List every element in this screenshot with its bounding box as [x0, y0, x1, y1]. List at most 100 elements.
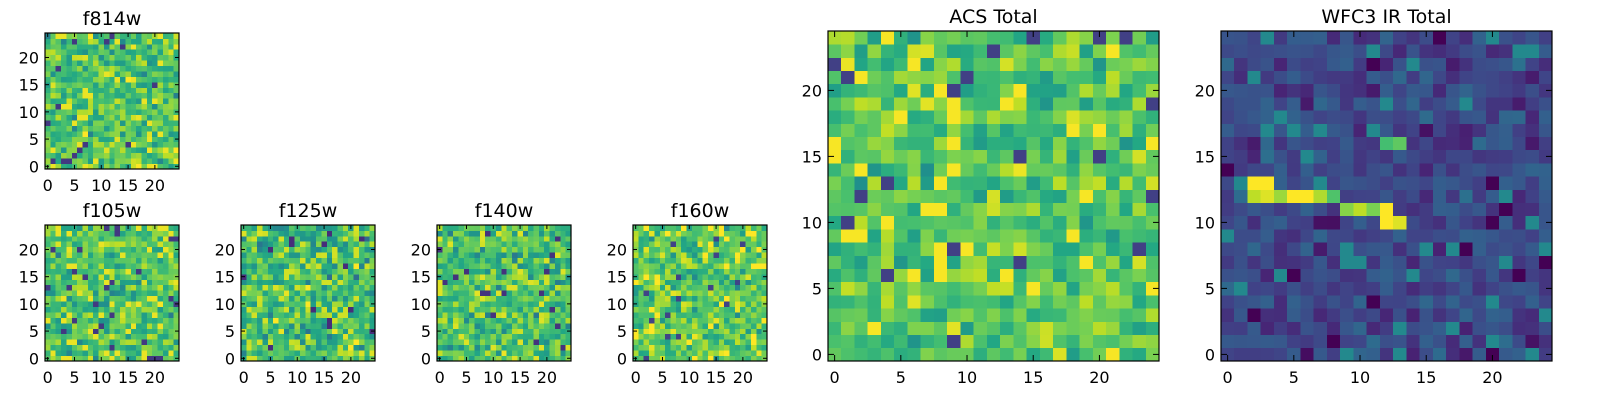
heatmap-cell — [82, 136, 89, 143]
heatmap-cell — [485, 339, 491, 346]
heatmap-cell — [1234, 163, 1248, 177]
heatmap-cell — [82, 65, 89, 72]
heatmap-cell — [61, 125, 67, 132]
heatmap-cell — [130, 301, 137, 307]
heatmap-cell — [136, 92, 142, 99]
heatmap-cell — [633, 339, 639, 346]
heatmap-cell — [1132, 123, 1147, 137]
heatmap-cell — [512, 328, 518, 335]
heatmap-cell — [750, 306, 757, 313]
heatmap-cell — [120, 147, 126, 154]
heatmap-cell — [109, 328, 116, 335]
heatmap-cell — [1313, 215, 1328, 230]
heatmap-cell — [1485, 176, 1500, 190]
heatmap-cell — [141, 120, 148, 126]
heatmap-cell — [141, 312, 148, 318]
heatmap-cell — [533, 333, 540, 340]
heatmap-cell — [353, 263, 360, 269]
heatmap-cell — [1340, 136, 1354, 151]
heatmap-cell — [114, 301, 121, 307]
heatmap-cell — [50, 268, 57, 275]
heatmap-cell — [638, 295, 645, 302]
heatmap-cell — [1313, 321, 1328, 335]
heatmap-cell — [294, 268, 301, 275]
heatmap-cell — [907, 110, 922, 124]
heatmap-cell — [358, 317, 365, 324]
heatmap-cell — [364, 295, 371, 302]
heatmap-cell — [549, 230, 556, 237]
heatmap-cell — [1379, 70, 1394, 85]
heatmap-cell — [1273, 57, 1288, 71]
heatmap-cell — [136, 246, 142, 253]
heatmap-cell — [1260, 242, 1275, 256]
y-tick-label: 0 — [421, 349, 431, 368]
heatmap-cell — [986, 334, 1001, 349]
heatmap-cell — [316, 290, 322, 297]
heatmap-cell — [1132, 215, 1147, 230]
heatmap-cell — [1066, 149, 1080, 164]
heatmap-cell — [1079, 44, 1094, 58]
heatmap-cell — [463, 295, 470, 302]
heatmap-cell — [1499, 136, 1513, 151]
heatmap-cell — [538, 252, 545, 259]
heatmap-cell — [522, 241, 529, 248]
heatmap-cell — [71, 98, 78, 105]
heatmap-cell — [98, 273, 105, 280]
heatmap-cell — [130, 246, 137, 253]
heatmap-cell — [734, 263, 741, 269]
heatmap-cell — [103, 317, 110, 324]
heatmap-cell — [146, 312, 153, 318]
heatmap-cell — [173, 339, 180, 346]
heatmap-cell — [1406, 123, 1420, 137]
heatmap-cell — [665, 235, 671, 242]
heatmap-cell — [867, 57, 882, 71]
heatmap-cell — [1366, 136, 1381, 151]
heatmap-cell — [168, 279, 175, 286]
heatmap-cell — [729, 328, 736, 335]
heatmap-cell — [708, 235, 714, 242]
heatmap-cell — [1340, 268, 1354, 283]
heatmap-cell — [1340, 295, 1354, 309]
heatmap-cell — [82, 98, 89, 105]
heatmap-cell — [947, 255, 961, 269]
heatmap-cell — [691, 257, 698, 264]
heatmap-cell — [643, 241, 650, 248]
heatmap-cell — [665, 339, 671, 346]
heatmap-cell — [55, 339, 62, 346]
heatmap-cell — [713, 290, 720, 297]
heatmap-cell — [841, 83, 855, 98]
heatmap-cell — [1472, 255, 1487, 269]
heatmap-cell — [1287, 136, 1301, 151]
heatmap-cell — [348, 312, 354, 318]
heatmap-cell — [1353, 189, 1368, 203]
heatmap-cell — [841, 215, 855, 230]
heatmap-cell — [1287, 347, 1301, 362]
heatmap-cell — [348, 284, 354, 291]
heatmap-cell — [125, 241, 132, 248]
heatmap-cell — [369, 322, 376, 329]
heatmap-cell — [146, 158, 153, 164]
heatmap-cell — [50, 279, 57, 286]
heatmap-cell — [702, 246, 709, 253]
heatmap-cell — [1326, 215, 1341, 230]
heatmap-cell — [251, 252, 258, 259]
heatmap-cell — [490, 301, 497, 307]
heatmap-cell — [1119, 83, 1133, 98]
heatmap-cell — [665, 246, 671, 253]
heatmap-cell — [1273, 149, 1288, 164]
heatmap-cell — [1066, 229, 1080, 243]
heatmap-cell — [745, 328, 752, 335]
heatmap-cell — [1485, 229, 1500, 243]
heatmap-cell — [321, 317, 328, 324]
heatmap-cell — [528, 246, 534, 253]
heatmap-cell — [512, 344, 518, 351]
heatmap-cell — [93, 147, 99, 154]
heatmap-cell — [565, 339, 572, 346]
heatmap-cell — [458, 344, 465, 351]
heatmap-cell — [458, 284, 465, 291]
heatmap-cell — [353, 241, 360, 248]
heatmap-cell — [353, 295, 360, 302]
heatmap-cell — [1393, 268, 1407, 283]
heatmap-cell — [654, 317, 661, 324]
heatmap-cell — [1145, 281, 1160, 296]
